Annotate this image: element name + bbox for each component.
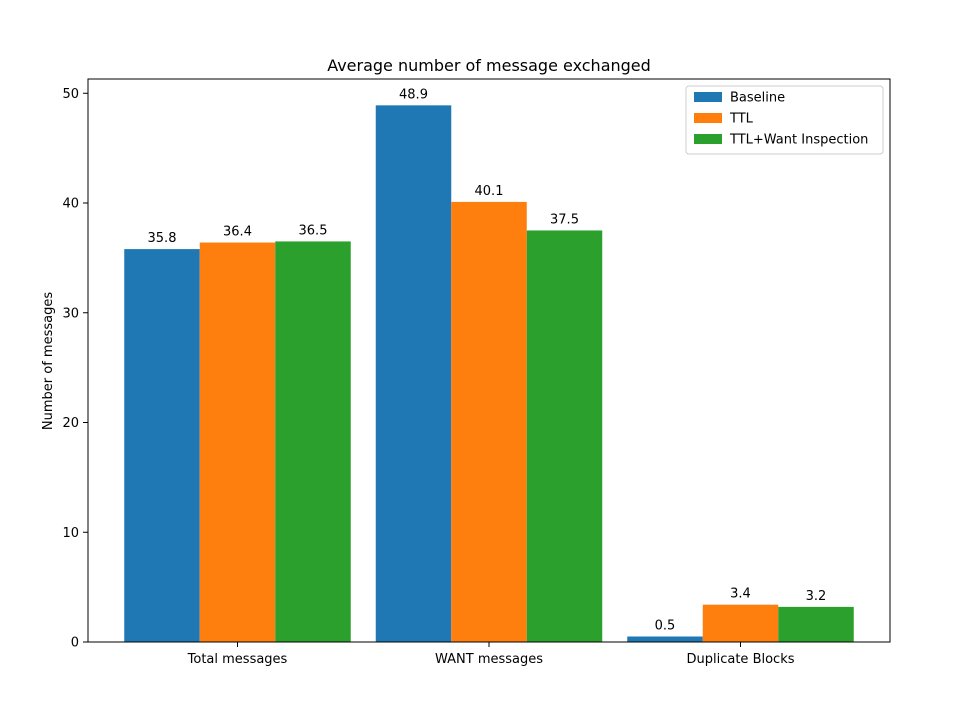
bar <box>275 241 351 642</box>
bar <box>124 249 200 642</box>
legend-label: TTL <box>729 112 754 127</box>
bar-value-label: 36.4 <box>223 225 252 240</box>
bar-labels-group: 35.8 36.4 36.5 48.9 40.1 37.5 0.5 3.4 3.2 <box>148 87 827 633</box>
chart-title: Average number of message exchanged <box>327 56 651 75</box>
y-tick-label: 10 <box>62 526 79 541</box>
bar-value-label: 37.5 <box>550 212 579 227</box>
legend-box <box>685 85 884 155</box>
plot-frame <box>87 78 891 643</box>
y-tick-label: 0 <box>71 636 79 651</box>
bar-value-label: 3.2 <box>806 589 827 604</box>
bar-value-label: 48.9 <box>399 87 428 102</box>
x-axis: Total messages WANT messages Duplicate Blo… <box>187 642 795 667</box>
bar-value-label: 0.5 <box>655 619 676 634</box>
bar-value-label: 3.4 <box>730 587 751 602</box>
bar <box>702 604 779 642</box>
x-tick-label: Total messages <box>187 652 288 667</box>
y-axis: 0 10 20 30 40 50 <box>62 87 88 651</box>
bar-value-label: 40.1 <box>475 184 504 199</box>
x-tick-label: WANT messages <box>435 652 543 667</box>
y-axis-label: Number of messages <box>41 292 56 430</box>
bar <box>375 105 452 643</box>
bar <box>199 242 276 643</box>
legend: Baseline TTL TTL+Want Inspection <box>685 85 884 155</box>
legend-swatch <box>694 113 722 123</box>
legend-label: Baseline <box>730 91 785 106</box>
bar-value-label: 35.8 <box>148 231 177 246</box>
bar <box>627 636 703 642</box>
y-tick-label: 50 <box>62 87 79 102</box>
legend-swatch <box>694 134 722 144</box>
legend-swatch <box>694 92 722 102</box>
y-tick-label: 40 <box>62 197 79 212</box>
bar <box>526 230 603 642</box>
x-tick-label: Duplicate Blocks <box>687 652 795 667</box>
bars-group <box>124 105 854 643</box>
legend-label: TTL+Want Inspection <box>729 133 868 148</box>
y-tick-label: 30 <box>62 306 79 321</box>
bar <box>451 201 527 642</box>
bar-value-label: 36.5 <box>299 223 328 238</box>
y-tick-label: 20 <box>62 416 79 431</box>
bar <box>778 606 854 642</box>
